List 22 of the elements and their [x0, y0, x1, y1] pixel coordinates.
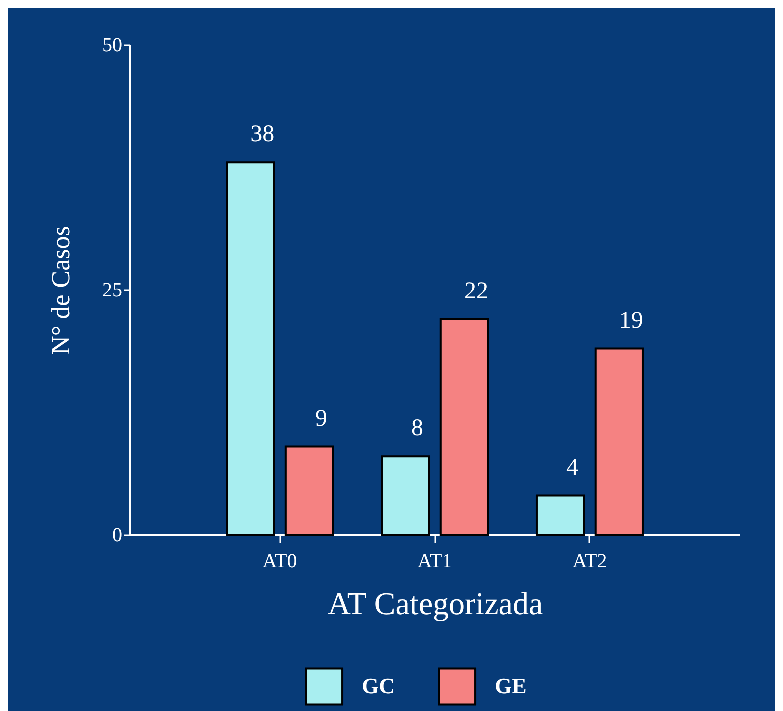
data-label: 4: [566, 454, 579, 481]
data-label: 8: [412, 416, 424, 442]
x-tick-label: AT0: [262, 550, 298, 572]
bar: [284, 446, 334, 536]
bar: [226, 162, 276, 536]
y-tick-label: 0: [112, 524, 122, 546]
bar: [594, 348, 644, 536]
x-tick-label: AT1: [418, 550, 452, 572]
y-tick-label: 50: [102, 34, 122, 56]
y-axis-title: N° de Casos: [46, 226, 76, 355]
legend-label: GC: [362, 674, 395, 699]
legend-label: GE: [495, 674, 527, 699]
data-label: 22: [464, 278, 488, 304]
data-label: 9: [315, 406, 328, 432]
bar: [380, 456, 430, 536]
x-tick-label: AT2: [572, 550, 608, 572]
data-label: 38: [250, 122, 275, 148]
y-tick-label: 25: [102, 280, 122, 302]
data-label: 19: [619, 308, 644, 334]
bar: [536, 494, 586, 536]
x-axis-title: AT Categorizada: [328, 586, 544, 622]
bar: [440, 318, 490, 536]
